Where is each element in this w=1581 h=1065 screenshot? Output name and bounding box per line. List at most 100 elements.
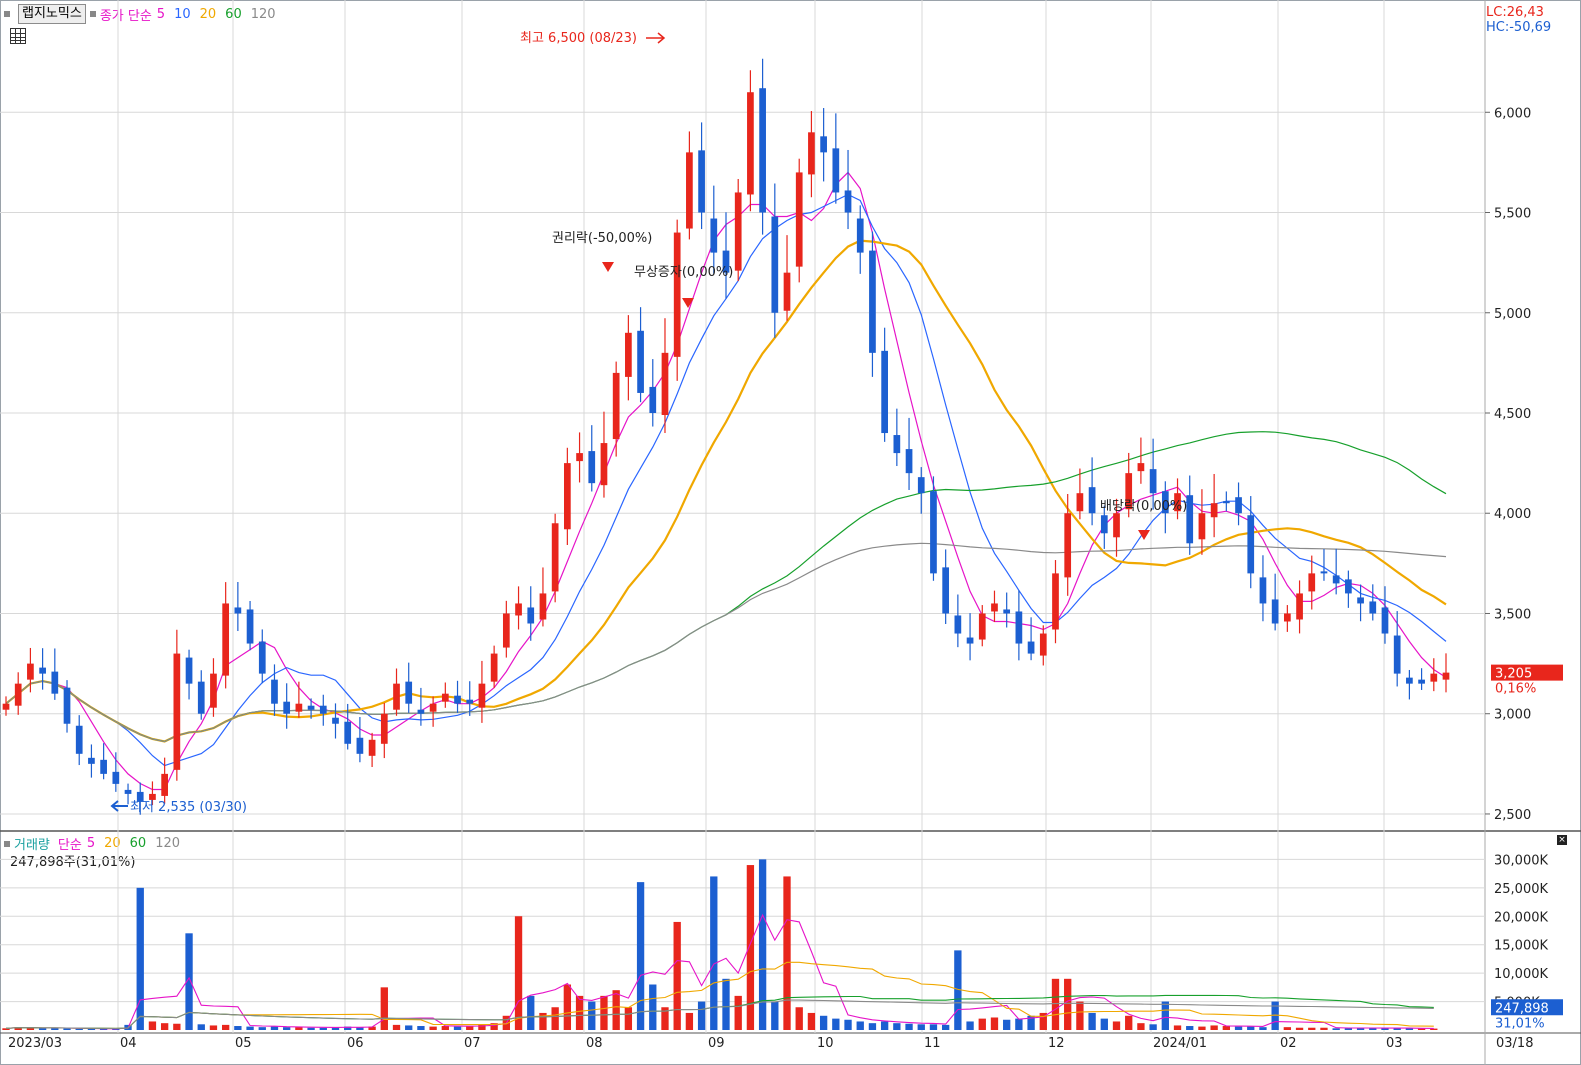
candle-body — [1186, 495, 1194, 544]
volume-bar — [758, 859, 767, 1030]
volume-tick-label: 30,000K — [1494, 853, 1548, 868]
volume-bar — [258, 1027, 266, 1030]
candle-body — [14, 683, 22, 706]
volume-bar — [551, 1007, 559, 1030]
volume-bar — [1173, 1025, 1182, 1030]
ma-label[interactable]: 종가 단순 — [99, 8, 152, 24]
candle-body — [600, 443, 608, 486]
candle-body — [942, 567, 950, 614]
volume-bar — [1112, 1021, 1121, 1030]
volume-bar — [173, 1023, 181, 1030]
candle-body — [100, 759, 107, 774]
volume-bar — [441, 1026, 449, 1030]
ma10-label[interactable]: 10 — [174, 6, 191, 22]
volume-bar — [307, 1027, 315, 1030]
volume-bars — [2, 859, 1438, 1030]
volume-bar — [246, 1026, 254, 1030]
volume-bar — [38, 1028, 47, 1030]
volume-bar — [1149, 1024, 1157, 1030]
candle-body — [1369, 601, 1377, 614]
price-tick-label: 5,500 — [1494, 207, 1531, 222]
candle-body — [1161, 491, 1169, 514]
candle-body — [686, 152, 693, 229]
volume-bar — [1381, 1028, 1389, 1030]
volume-bar — [1430, 1028, 1438, 1030]
volume-tick-label: 15,000K — [1494, 939, 1548, 954]
volume-bar — [1088, 1012, 1096, 1030]
volume-bar — [868, 1023, 877, 1030]
current-volume-label: 247,898 — [1495, 1001, 1549, 1016]
volume-ma5-line — [5, 913, 1434, 1030]
candles — [2, 58, 1450, 815]
candle-body — [283, 701, 291, 714]
volume-bar — [1405, 1028, 1414, 1030]
volume-bar — [1125, 1015, 1133, 1030]
candle-body — [698, 150, 705, 213]
candle-body — [185, 657, 193, 684]
volume-bar — [392, 1024, 401, 1030]
candle-body — [710, 218, 718, 253]
price-tick-label: 3,500 — [1494, 607, 1531, 622]
candle-body — [954, 615, 962, 634]
volume-bar — [319, 1027, 327, 1030]
candle-body — [1100, 515, 1108, 534]
candle-body — [27, 663, 34, 680]
candle-body — [75, 725, 83, 754]
volume-bar — [2, 1028, 10, 1030]
volume-bar — [405, 1025, 413, 1030]
volume-bar — [990, 1017, 999, 1030]
volume-bar — [819, 1015, 828, 1030]
volume-bar — [917, 1024, 925, 1030]
volume-bar — [649, 984, 657, 1030]
ma60-line — [5, 431, 1447, 743]
stock-name-button[interactable]: 랩지노믹스 — [18, 4, 86, 24]
candle-body — [1247, 515, 1255, 574]
candle-body — [673, 232, 681, 357]
vol-ma5-label[interactable]: 5 — [86, 836, 96, 851]
candle-body — [1027, 641, 1035, 654]
volume-ma-label[interactable]: 단순 — [57, 838, 82, 853]
candle-body — [490, 653, 498, 682]
volume-bar — [185, 933, 193, 1030]
ma20-label[interactable]: 20 — [199, 6, 217, 22]
candle-body — [551, 523, 559, 592]
candle-body — [832, 148, 840, 193]
candle-body — [966, 637, 974, 644]
volume-bar — [1344, 1028, 1353, 1030]
vol-ma20-label[interactable]: 20 — [104, 836, 121, 851]
candle-body — [1149, 469, 1157, 494]
volume-bar — [1064, 978, 1072, 1030]
volume-bar — [99, 1028, 108, 1030]
close-panel-icon[interactable]: × — [1557, 835, 1567, 845]
x-axis-label: 11 — [924, 1036, 941, 1051]
volume-info: 247,898주(31,01%) — [10, 855, 136, 870]
volume-bar — [514, 916, 523, 1030]
ma5-label[interactable]: 5 — [156, 6, 166, 22]
volume-label[interactable]: 거래량 — [14, 838, 50, 853]
volume-bar — [453, 1026, 462, 1030]
volume-bar — [575, 995, 584, 1030]
rights-event-marker-icon — [602, 262, 614, 272]
candle-body — [881, 350, 888, 434]
grid-table-icon[interactable] — [10, 28, 26, 44]
vol-ma60-label[interactable]: 60 — [129, 836, 147, 851]
current-price-label: 3,205 — [1495, 667, 1532, 682]
volume-bar — [1283, 1027, 1292, 1030]
candle-body — [649, 386, 657, 413]
volume-tick-label: 20,000K — [1494, 910, 1548, 925]
candle-body — [51, 671, 59, 694]
volume-bar — [26, 1027, 35, 1030]
ma120-label[interactable]: 120 — [250, 6, 276, 22]
volume-bar — [1247, 1026, 1255, 1030]
vol-ma120-label[interactable]: 120 — [155, 836, 181, 851]
candle-body — [1088, 487, 1096, 514]
current-volume-pct: 31,01% — [1495, 1016, 1545, 1031]
candle-body — [466, 699, 474, 704]
volume-bar — [63, 1028, 71, 1030]
volume-bar — [14, 1027, 22, 1030]
lc-ratio: LC:26,43 — [1486, 5, 1544, 20]
candle-body — [1210, 503, 1218, 518]
candle-body — [332, 717, 339, 724]
volume-bar — [380, 987, 388, 1030]
